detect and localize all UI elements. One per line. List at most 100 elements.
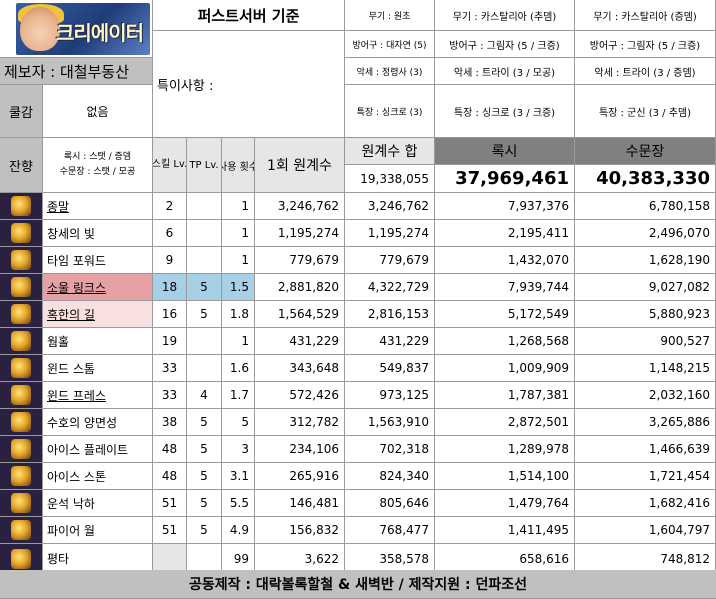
- skill-lv: 19: [153, 328, 187, 355]
- base-coef: 312,782: [255, 409, 345, 436]
- roxy-value: 1,787,381: [435, 382, 575, 409]
- gatekeeper-value: 2,496,070: [575, 220, 716, 247]
- total-roxy: 37,969,461: [435, 165, 575, 193]
- remain-notes: 록시 : 스탯 / 증뎀 수문장 : 스탯 / 모공: [43, 138, 153, 193]
- gatekeeper-value: 1,628,190: [575, 247, 716, 274]
- coef-sum: 4,322,729: [345, 274, 435, 301]
- base-coef: 431,229: [255, 328, 345, 355]
- skill-lv: 48: [153, 436, 187, 463]
- gatekeeper-value: 9,027,082: [575, 274, 716, 301]
- gatekeeper-value: 1,466,639: [575, 436, 716, 463]
- reporter: 제보자 : 대철부동산: [0, 58, 153, 85]
- cooldown-label: 쿨감: [0, 85, 43, 138]
- skill-name: 소울 링크스: [43, 274, 153, 301]
- skill-icon: [0, 220, 43, 247]
- equip-2-special: 특장 : 싱크로 (3 / 크증): [435, 85, 575, 138]
- use-count: 1: [222, 328, 255, 355]
- coef-sum: 768,477: [345, 517, 435, 544]
- total-coef-sum: 19,338,055: [345, 165, 435, 193]
- total-gatekeeper: 40,383,330: [575, 165, 716, 193]
- cooldown-value: 없음: [43, 85, 153, 138]
- use-count: 5.5: [222, 490, 255, 517]
- skill-name: 웜홀: [43, 328, 153, 355]
- skill-name: 아이스 플레이트: [43, 436, 153, 463]
- use-count: 1: [222, 193, 255, 220]
- tp-lv: [187, 247, 222, 274]
- use-count: 3: [222, 436, 255, 463]
- skill-icon: [0, 490, 43, 517]
- skill-lv: 9: [153, 247, 187, 274]
- gatekeeper-value: 1,682,416: [575, 490, 716, 517]
- skill-name: 종말: [43, 193, 153, 220]
- coef-sum: 1,563,910: [345, 409, 435, 436]
- skill-name: 윈드 프레스: [43, 382, 153, 409]
- tp-lv: 5: [187, 517, 222, 544]
- skill-name: 파이어 월: [43, 517, 153, 544]
- skill-icon: [0, 328, 43, 355]
- col-skill-lv: 스킬 Lv.: [153, 138, 187, 193]
- skill-icon: [0, 463, 43, 490]
- skill-lv: 38: [153, 409, 187, 436]
- credits-footer: 공동제작 : 대락볼록할철 & 새벽반 / 제작지원 : 던파조선: [0, 570, 716, 599]
- skill-lv: 16: [153, 301, 187, 328]
- skill-lv: 51: [153, 517, 187, 544]
- skill-lv: 33: [153, 382, 187, 409]
- base-coef: 572,426: [255, 382, 345, 409]
- roxy-value: 7,939,744: [435, 274, 575, 301]
- roxy-value: 1,411,495: [435, 517, 575, 544]
- equip-1-special: 특장 : 싱크로 (3): [345, 85, 435, 138]
- equip-3-armor: 방어구 : 그림자 (5 / 크증): [575, 31, 716, 58]
- skill-lv: [153, 544, 187, 574]
- tp-lv: 4: [187, 382, 222, 409]
- roxy-value: 1,479,764: [435, 490, 575, 517]
- roxy-value: 1,514,100: [435, 463, 575, 490]
- gatekeeper-value: 6,780,158: [575, 193, 716, 220]
- special-notes: 특이사항 :: [153, 31, 345, 138]
- skill-name: 윈드 스톰: [43, 355, 153, 382]
- tp-lv: [187, 355, 222, 382]
- col-uses: 사용 횟수: [222, 138, 255, 193]
- use-count: 1.6: [222, 355, 255, 382]
- skill-name: 운석 낙하: [43, 490, 153, 517]
- use-count: 1.7: [222, 382, 255, 409]
- equip-1-accessory: 악세 : 정령사 (3): [345, 58, 435, 85]
- equip-1-armor: 방어구 : 대자연 (5): [345, 31, 435, 58]
- roxy-value: 1,432,070: [435, 247, 575, 274]
- skill-name: 창세의 빛: [43, 220, 153, 247]
- skill-icon: [0, 436, 43, 463]
- base-coef: 265,916: [255, 463, 345, 490]
- coef-sum: 779,679: [345, 247, 435, 274]
- base-coef: 779,679: [255, 247, 345, 274]
- skill-name: 혹한의 길: [43, 301, 153, 328]
- roxy-value: 1,289,978: [435, 436, 575, 463]
- remain-note-roxy: 록시 : 스탯 / 증뎀: [63, 152, 132, 162]
- base-coef: 3,246,762: [255, 193, 345, 220]
- use-count: 5: [222, 409, 255, 436]
- coef-sum: 549,837: [345, 355, 435, 382]
- coef-sum: 1,195,274: [345, 220, 435, 247]
- roxy-value: 7,937,376: [435, 193, 575, 220]
- equip-2-accessory: 악세 : 트라이 (3 / 모공): [435, 58, 575, 85]
- skill-icon: [0, 409, 43, 436]
- use-count: 1: [222, 220, 255, 247]
- skill-icon: [0, 301, 43, 328]
- gatekeeper-value: 1,604,797: [575, 517, 716, 544]
- skill-lv: 51: [153, 490, 187, 517]
- remain-label: 잔향: [0, 138, 43, 193]
- tp-lv: 5: [187, 490, 222, 517]
- skill-lv: 18: [153, 274, 187, 301]
- base-coef: 156,832: [255, 517, 345, 544]
- gatekeeper-value: 900,527: [575, 328, 716, 355]
- base-coef: 343,648: [255, 355, 345, 382]
- tp-lv: 5: [187, 436, 222, 463]
- equip-3-weapon: 무기 : 카스탈리아 (증뎀): [575, 0, 716, 31]
- remain-note-gatekeeper: 수문장 : 스탯 / 모공: [59, 167, 136, 177]
- gatekeeper-value: 3,265,886: [575, 409, 716, 436]
- page-title: 퍼스트서버 기준: [153, 0, 345, 31]
- skill-lv: 48: [153, 463, 187, 490]
- creator-portrait-icon: 크리에이터: [16, 3, 150, 55]
- equip-3-special: 특장 : 군신 (3 / 추뎀): [575, 85, 716, 138]
- col-tp-lv: TP Lv.: [187, 138, 222, 193]
- skill-lv: 6: [153, 220, 187, 247]
- tp-lv: 5: [187, 463, 222, 490]
